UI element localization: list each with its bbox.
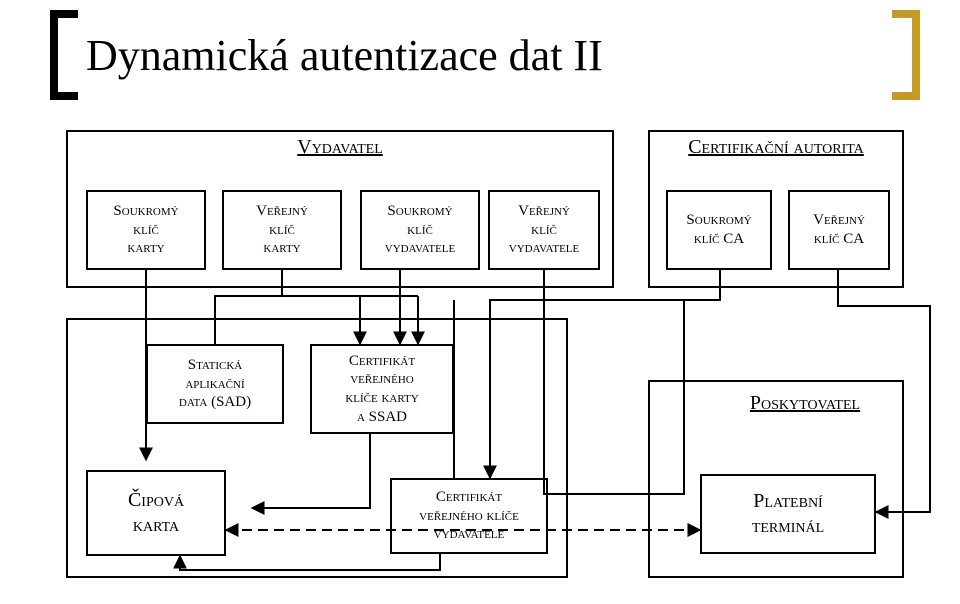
box-pub-ca: Veřejnýklíč CA	[788, 190, 890, 270]
box-terminal: Platebníterminál	[700, 474, 876, 554]
issuer-title: Vydavatel	[66, 136, 614, 159]
left-bracket-icon	[50, 10, 78, 100]
provider-title: Poskytovatel	[720, 392, 890, 415]
box-sad: Statickáaplikačnídata (SAD)	[146, 344, 284, 424]
page-title: Dynamická autentizace dat II	[86, 30, 603, 81]
right-bracket-icon	[892, 10, 920, 100]
box-chip-card: Čipovákarta	[86, 470, 226, 556]
box-priv-card: Soukromýklíčkarty	[86, 190, 206, 270]
box-priv-ca: Soukromýklíč CA	[666, 190, 772, 270]
box-cert-issuer: Certifikátveřejného klíčevydavatele	[390, 478, 548, 554]
box-pub-card: Veřejnýklíčkarty	[222, 190, 342, 270]
box-priv-issuer: Soukromýklíčvydavatele	[360, 190, 480, 270]
stage: Dynamická autentizace dat II Vydavatel C…	[0, 0, 960, 604]
box-cert-card: Certifikátveřejnéhoklíče kartya SSAD	[310, 344, 454, 434]
box-pub-issuer: Veřejnýklíčvydavatele	[488, 190, 600, 270]
ca-title: Certifikační autorita	[648, 136, 904, 159]
title-wrap: Dynamická autentizace dat II	[50, 10, 603, 100]
